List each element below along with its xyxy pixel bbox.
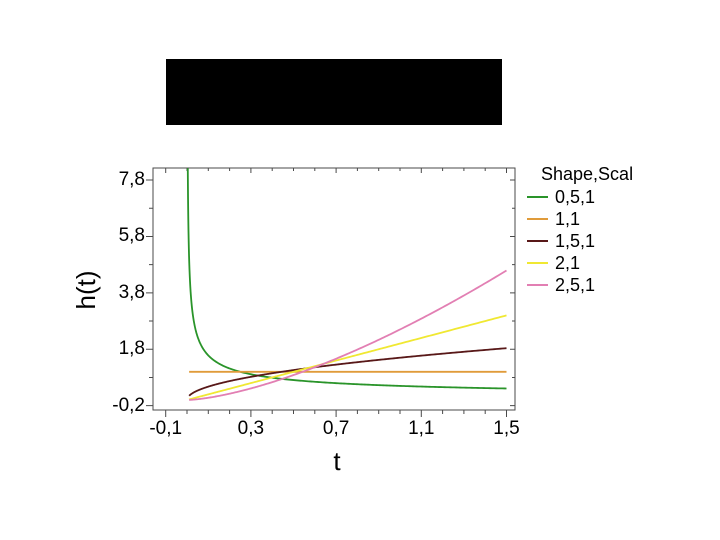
legend-entry-label: 0,5,1 [555, 187, 596, 207]
plot-frame [152, 167, 516, 411]
x-tick-label: 0,3 [237, 418, 265, 439]
legend-entry: 2,1 [527, 252, 677, 274]
legend-swatch [527, 196, 548, 198]
series-curve-1-5-1 [188, 347, 507, 397]
y-axis-title: h(t) [71, 270, 101, 310]
y-tick-label: 7,8 [118, 169, 145, 191]
x-tick-label: -0,1 [149, 418, 183, 439]
legend-entry: 2,5,1 [527, 274, 677, 296]
legend-swatch [527, 284, 548, 286]
legend-swatch [527, 218, 548, 220]
legend-entry-label: 1,5,1 [555, 231, 596, 251]
y-tick-label: 3,8 [118, 281, 145, 303]
redacted-title-block [166, 59, 502, 125]
x-tick-label: 0,7 [322, 418, 350, 439]
legend-entries: 0,5,1 1,1 1,5,1 2,1 2,5,1 [527, 186, 677, 296]
x-tick-label: 1,5 [493, 418, 520, 439]
legend-entry-label: 2,5,1 [555, 275, 596, 295]
x-axis-title: t [333, 446, 341, 476]
legend-entry: 1,5,1 [527, 230, 677, 252]
legend-entry: 1,1 [527, 208, 677, 230]
legend-title: Shape,Scal [541, 164, 634, 184]
series-curve-2-5-1 [189, 269, 507, 401]
legend-entry: 0,5,1 [527, 186, 677, 208]
y-tick-label: 5,8 [118, 225, 145, 247]
legend-swatch [527, 262, 548, 264]
series-curve-2-1 [188, 314, 507, 401]
axis-ticks [146, 168, 515, 417]
x-tick-label: 1,1 [408, 418, 435, 439]
legend-swatch [527, 240, 548, 242]
legend-entry-label: 2,1 [555, 253, 581, 273]
y-tick-label: -0,2 [112, 394, 145, 416]
legend: Shape,Scal 0,5,1 1,1 1,5,1 2,1 2,5,1 [527, 163, 677, 296]
legend-entry-label: 1,1 [555, 209, 581, 229]
y-tick-label: 1,8 [118, 338, 145, 360]
series-curve-0-5-1 [186, 168, 507, 390]
